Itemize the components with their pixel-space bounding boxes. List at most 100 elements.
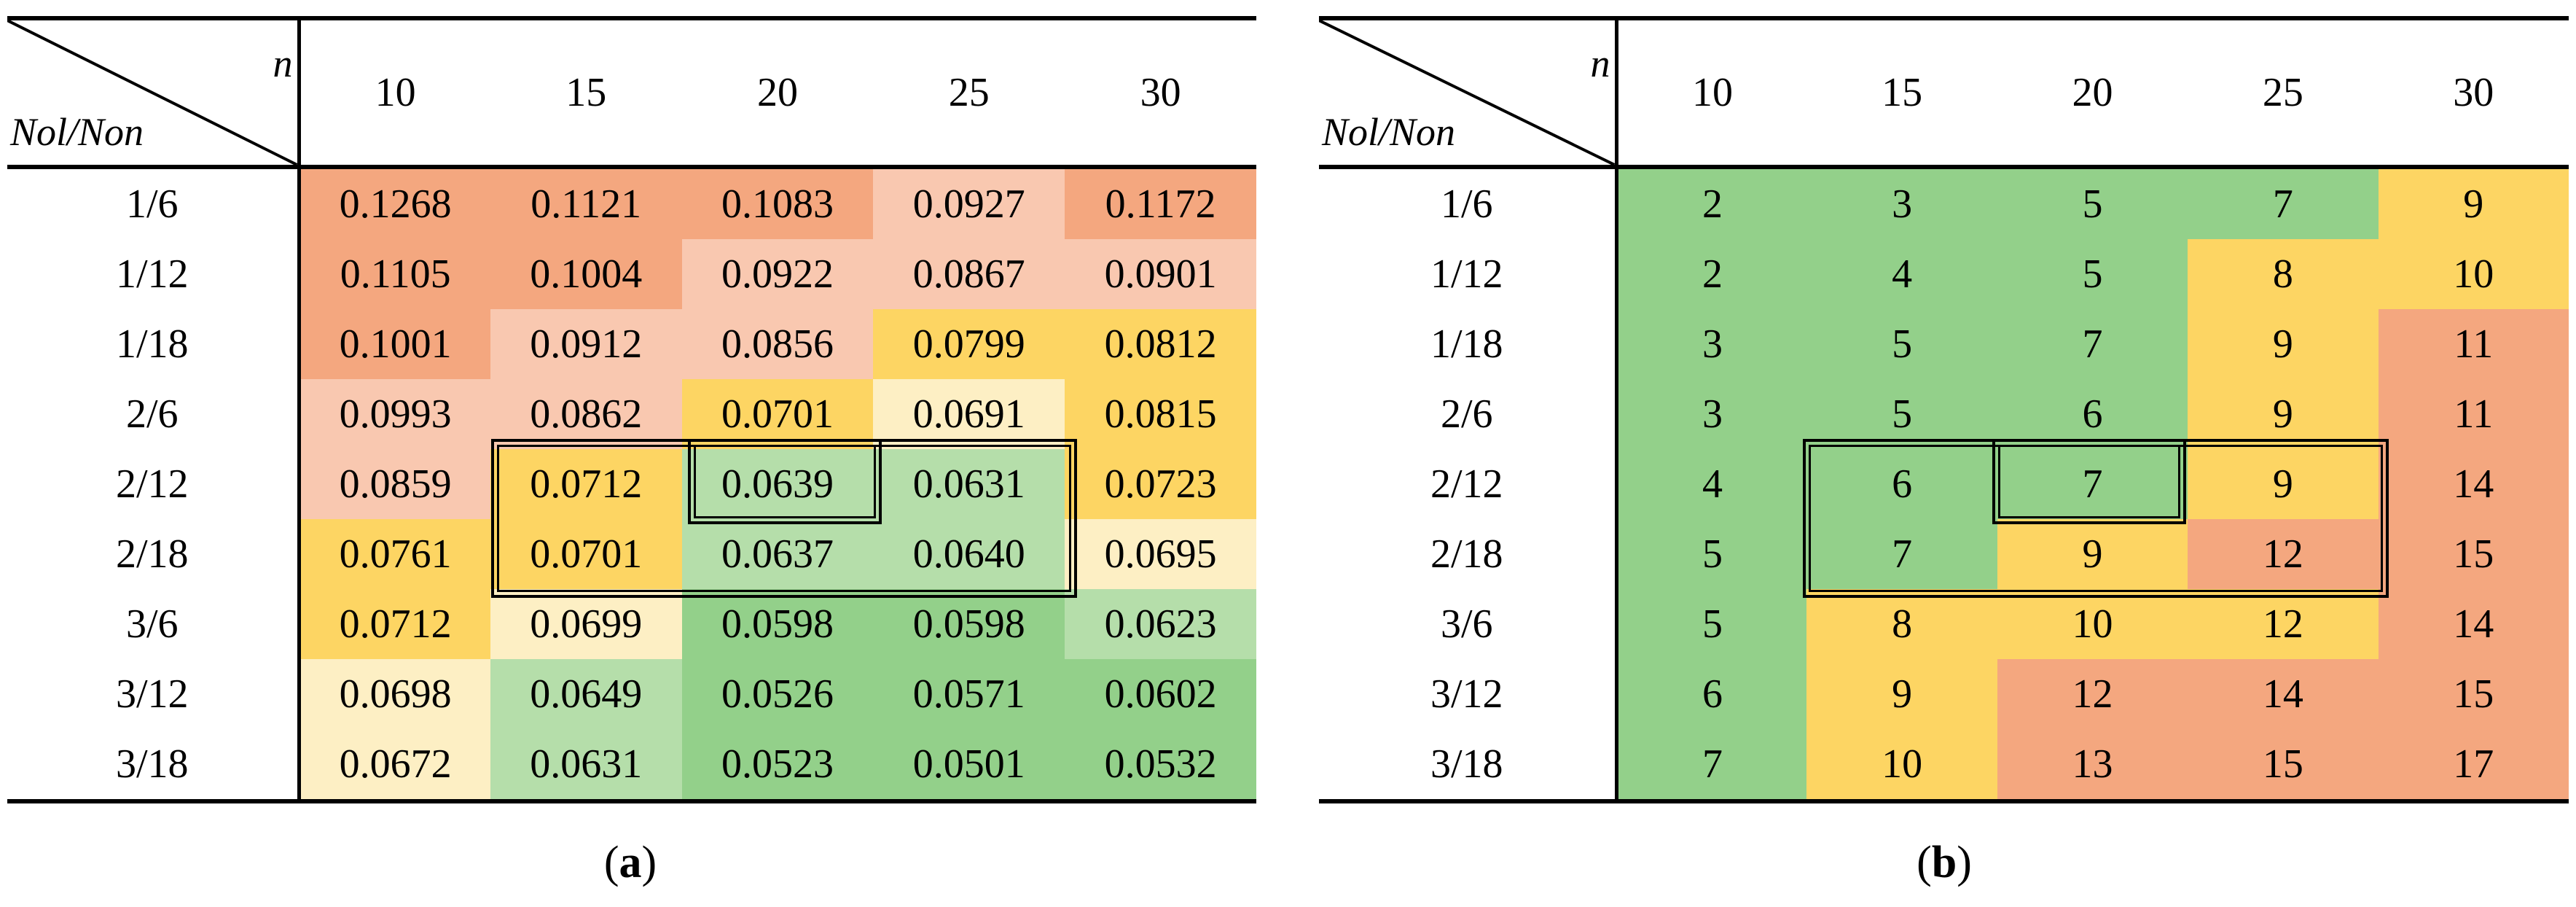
table-cell: 0.1121 <box>490 165 682 239</box>
table-row: 3/12 0.0698 0.0649 0.0526 0.0571 0.0602 <box>7 659 1256 729</box>
results-table-b: n Nol/Non 10 15 20 25 30 1/6 2 3 5 7 9 1/12 2 4 5… <box>1319 16 2569 803</box>
caption-letter: a <box>619 838 642 887</box>
table-cell: 3 <box>1616 379 1807 449</box>
highlight-box-inner <box>688 439 882 524</box>
table-cell: 11 <box>2378 379 2569 449</box>
table-row: 3/12 6 9 12 14 15 <box>1319 659 2569 729</box>
table-row: 2/18 5 7 9 12 15 <box>1319 519 2569 589</box>
table-cell: 0.0712 <box>490 449 682 519</box>
caption-letter: b <box>1931 838 1957 887</box>
table-cell: 0.0723 <box>1065 449 1256 519</box>
table-cell: 0.1172 <box>1065 165 1256 239</box>
table-cell: 4 <box>1806 239 1997 309</box>
table-cell: 0.0701 <box>681 379 874 449</box>
table-cell: 9 <box>2188 309 2379 379</box>
table-cell: 8 <box>1806 589 1997 659</box>
table-cell: 0.0815 <box>1065 379 1256 449</box>
table-cell: 12 <box>2188 589 2379 659</box>
table-cell: 0.0672 <box>299 729 490 803</box>
table-cell: 0.0993 <box>299 379 490 449</box>
table-row: 2/18 0.0761 0.0701 0.0637 0.0640 0.0695 <box>7 519 1256 589</box>
table-cell: 4 <box>1616 449 1807 519</box>
column-header: 30 <box>2378 16 2569 167</box>
table-cell: 0.0699 <box>490 589 682 659</box>
table-cell: 0.0698 <box>299 659 490 729</box>
table-cell: 0.0639 <box>681 449 874 519</box>
row-label: 3/18 <box>7 729 301 803</box>
table-row: 2/12 4 6 7 9 14 <box>1319 449 2569 519</box>
table-cell: 0.0640 <box>873 519 1065 589</box>
table-row: 3/18 0.0672 0.0631 0.0523 0.0501 0.0532 <box>7 729 1256 803</box>
row-label: 1/12 <box>7 239 301 309</box>
row-label: 2/18 <box>1319 519 1618 589</box>
table-cell: 12 <box>2188 519 2379 589</box>
header-row: n Nol/Non 10 15 20 25 30 <box>1319 16 2569 167</box>
table-cell: 0.0799 <box>873 309 1065 379</box>
table-cell: 0.0571 <box>873 659 1065 729</box>
column-header: 15 <box>1806 16 1997 167</box>
column-axis-label: n <box>273 42 293 85</box>
table-cell: 0.0867 <box>873 239 1065 309</box>
table-cell: 0.1001 <box>299 309 490 379</box>
table-cell: 6 <box>1806 449 1997 519</box>
row-label: 2/18 <box>7 519 301 589</box>
column-header: 25 <box>2188 16 2379 167</box>
row-axis-label: Nol/Non <box>10 110 144 154</box>
table-cell: 0.0761 <box>299 519 490 589</box>
column-header: 20 <box>681 16 874 167</box>
row-label: 3/6 <box>7 589 301 659</box>
table-row: 1/18 0.1001 0.0912 0.0856 0.0799 0.0812 <box>7 309 1256 379</box>
table-cell: 0.0501 <box>873 729 1065 803</box>
row-label: 1/18 <box>1319 309 1618 379</box>
table-cell: 0.0637 <box>681 519 874 589</box>
table-cell: 7 <box>1806 519 1997 589</box>
table-cell: 7 <box>2188 165 2379 239</box>
table-cell: 0.0691 <box>873 379 1065 449</box>
column-header: 20 <box>1997 16 2188 167</box>
table-row: 3/6 5 8 10 12 14 <box>1319 589 2569 659</box>
table-row: 1/12 2 4 5 8 10 <box>1319 239 2569 309</box>
table-cell: 0.0598 <box>681 589 874 659</box>
row-label: 2/6 <box>1319 379 1618 449</box>
column-header: 25 <box>873 16 1065 167</box>
table-cell: 9 <box>2378 165 2569 239</box>
caption-b: (b) <box>1871 837 2017 889</box>
table-cell: 7 <box>1997 449 2188 519</box>
table-row: 3/18 7 10 13 15 17 <box>1319 729 2569 803</box>
table-row: 1/6 2 3 5 7 9 <box>1319 165 2569 239</box>
table-cell: 5 <box>1997 239 2188 309</box>
row-label: 1/18 <box>7 309 301 379</box>
table-cell: 0.0598 <box>873 589 1065 659</box>
corner-cell: n Nol/Non <box>7 16 301 167</box>
column-header: 30 <box>1065 16 1256 167</box>
table-body: 1/6 2 3 5 7 9 1/12 2 4 5 8 10 1/18 3 5 7 9 11 2/6 3 5 6 9 11 2/1… <box>1319 165 2569 803</box>
row-axis-label: Nol/Non <box>1322 110 1456 154</box>
row-label: 3/18 <box>1319 729 1618 803</box>
table-cell: 9 <box>1997 519 2188 589</box>
table-cell: 14 <box>2378 589 2569 659</box>
table-cell: 0.0631 <box>873 449 1065 519</box>
table-cell: 0.0912 <box>490 309 682 379</box>
table-cell: 5 <box>1806 379 1997 449</box>
table-cell: 15 <box>2188 729 2379 803</box>
highlight-box-inner <box>1992 439 2186 524</box>
table-cell: 15 <box>2378 659 2569 729</box>
caption-close: ) <box>1957 838 1972 887</box>
table-cell: 5 <box>1997 165 2188 239</box>
table-cell: 10 <box>2378 239 2569 309</box>
table-cell: 0.0812 <box>1065 309 1256 379</box>
table-row: 2/6 3 5 6 9 11 <box>1319 379 2569 449</box>
table-cell: 0.0523 <box>681 729 874 803</box>
table-cell: 9 <box>2188 449 2379 519</box>
table-cell: 0.0526 <box>681 659 874 729</box>
table-cell: 2 <box>1616 239 1807 309</box>
table-cell: 0.1004 <box>490 239 682 309</box>
results-table-a: n Nol/Non 10 15 20 25 30 1/6 0.1268 0.1121… <box>7 16 1256 803</box>
table-cell: 0.0623 <box>1065 589 1256 659</box>
table-cell: 14 <box>2188 659 2379 729</box>
row-label: 1/6 <box>1319 165 1618 239</box>
table-cell: 3 <box>1806 165 1997 239</box>
row-label: 2/12 <box>7 449 301 519</box>
table-cell: 0.1083 <box>681 165 874 239</box>
table-row: 3/6 0.0712 0.0699 0.0598 0.0598 0.0623 <box>7 589 1256 659</box>
